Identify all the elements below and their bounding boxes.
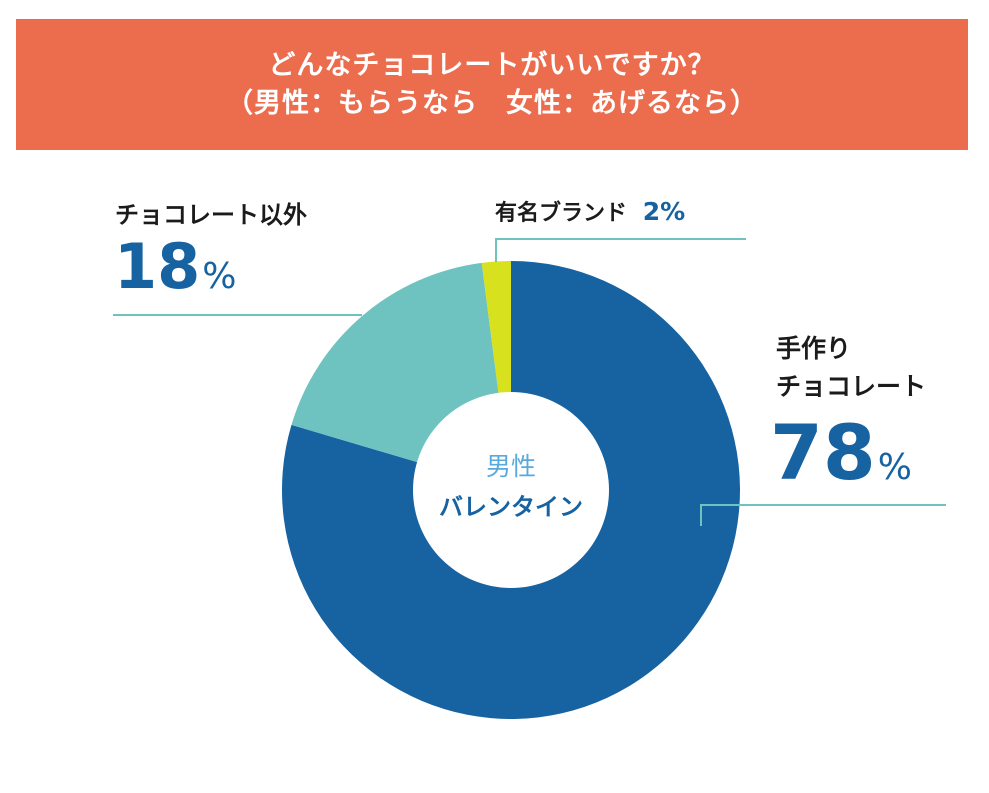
slice-label-other: チョコレート以外 <box>115 201 307 229</box>
slice-label-handmade-line1: 手作り <box>776 334 852 363</box>
title-line-2: （男性：もらうなら 女性：あげるなら） <box>226 87 758 119</box>
title-banner: どんなチョコレートがいいですか？ （男性：もらうなら 女性：あげるなら） <box>16 19 968 150</box>
center-label-event: バレンタイン <box>439 493 583 521</box>
donut-hole <box>413 392 609 588</box>
slice-label-handmade: 手作り チョコレート <box>776 330 926 406</box>
center-label-gender: 男性 <box>485 452 536 481</box>
leader-line-brand <box>495 238 746 262</box>
title-line-1: どんなチョコレートがいいですか？ <box>268 49 716 81</box>
percent-unit: % <box>202 256 237 297</box>
slice-percent-handmade-value: 78 <box>770 408 876 497</box>
percent-unit: % <box>877 447 912 488</box>
slice-label-brand: 有名ブランド 2% <box>495 196 685 230</box>
leader-line-handmade <box>700 504 946 526</box>
slice-percent-handmade: 78% <box>770 408 912 513</box>
slice-percent-other: 18% <box>114 230 237 314</box>
slice-percent-brand: 2% <box>642 197 686 226</box>
leader-lines <box>113 238 946 526</box>
slice-label-handmade-line2: チョコレート <box>776 372 927 401</box>
slice-label-brand-text: 有名ブランド <box>495 201 628 226</box>
slice-percent-other-value: 18 <box>114 230 201 303</box>
